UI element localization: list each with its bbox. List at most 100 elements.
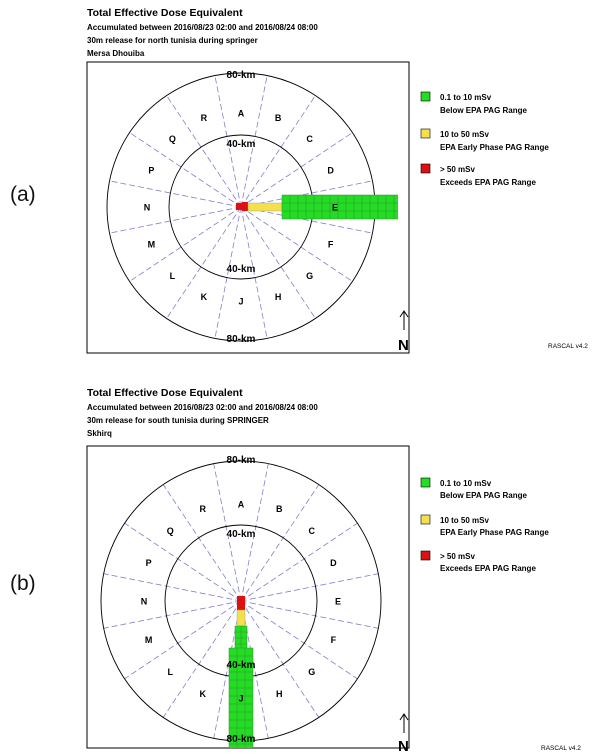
sector-label-c: C [308, 526, 315, 536]
sector-label-b: B [275, 113, 282, 123]
ring-label-inner-top: 40-km [227, 529, 256, 540]
north-arrow-icon [399, 713, 409, 733]
sector-boundary-line [240, 600, 269, 739]
sector-boundary-line [109, 206, 242, 234]
title: Total Effective Dose Equivalent [87, 7, 243, 19]
map-frame [86, 61, 410, 354]
sector-boundary-line [240, 206, 353, 282]
sector-label-k: K [201, 292, 208, 302]
legend-desc: EPA Early Phase PAG Range [440, 143, 549, 152]
plume-low [282, 195, 398, 219]
sector-boundary-line [162, 484, 242, 602]
sector-boundary-line [162, 600, 242, 718]
legend-range: 10 to 50 mSv [440, 516, 489, 525]
sector-boundary-line [240, 206, 268, 339]
sector-boundary-line [240, 600, 358, 680]
software-label: RASCAL v4.2 [548, 343, 588, 350]
sector-boundary-line [240, 206, 373, 234]
legend-swatch [420, 477, 431, 488]
panel-label-a: (a) [10, 183, 36, 206]
plume-high [237, 596, 245, 602]
sector-label-f: F [331, 635, 337, 645]
sector-lines [103, 463, 379, 739]
sector-boundary-line [124, 600, 242, 680]
sector-boundary-line [240, 463, 269, 602]
subtitle: Accumulated between 2016/08/23 02:00 and… [87, 403, 318, 412]
legend-desc: Below EPA PAG Range [440, 491, 528, 500]
sector-label-h: H [276, 689, 283, 699]
ring-label-outer-bottom: 80-km [227, 734, 256, 745]
ring-label-outer-top: 80-km [227, 455, 256, 466]
sector-boundary-line [129, 132, 242, 208]
legend-desc: EPA Early Phase PAG Range [440, 528, 549, 537]
legend-swatch [420, 514, 431, 525]
subtitle: Accumulated between 2016/08/23 02:00 and… [87, 23, 318, 32]
subtitle: 30m release for north tunisia during spr… [87, 36, 258, 45]
ring-label-outer-top: 80-km [227, 70, 256, 81]
sector-boundary-line [109, 180, 242, 208]
north-label: N [398, 738, 409, 754]
sector-label-m: M [145, 635, 153, 645]
sector-labels: A B C D E F G H J K L M N P Q R [144, 109, 338, 307]
sector-boundary-line [240, 180, 373, 208]
sector-label-l: L [170, 271, 176, 281]
header-b: Total Effective Dose Equivalent Accumula… [87, 387, 318, 441]
sector-label-l: L [168, 667, 174, 677]
legend: 0.1 to 10 mSv Below EPA PAG Range 10 to … [420, 477, 549, 573]
ring-label-inner-bottom: 40-km [227, 660, 256, 671]
sector-label-j: J [238, 297, 243, 307]
panel-label-b: (b) [10, 572, 36, 595]
software-label: RASCAL v4.2 [541, 745, 581, 752]
sector-label-d: D [327, 165, 334, 175]
sector-boundary-line [103, 600, 242, 629]
sector-boundary-line [103, 573, 242, 602]
sector-boundary-line [240, 132, 353, 208]
sector-labels: A B C D E F G H J K L M N P Q R [141, 500, 341, 704]
sector-label-j: J [238, 694, 243, 704]
ring-label-inner-top: 40-km [227, 139, 256, 150]
sector-label-h: H [275, 292, 282, 302]
plume-high [242, 202, 248, 211]
subtitle: 30m release for south tunisia during SPR… [87, 416, 269, 425]
sector-boundary-line [166, 206, 242, 319]
legend-range: 10 to 50 mSv [440, 130, 489, 139]
legend-range: 0.1 to 10 mSv [440, 479, 492, 488]
sector-label-p: P [146, 558, 152, 568]
site-name: Mersa Dhouiba [87, 49, 145, 58]
north-label: N [398, 337, 409, 354]
north-arrow-icon [399, 310, 409, 330]
sector-label-k: K [199, 689, 206, 699]
legend-swatch [420, 128, 431, 139]
sector-label-e: E [332, 203, 338, 213]
legend-range: > 50 mSv [440, 552, 475, 561]
sector-label-r: R [201, 113, 208, 123]
sector-boundary-line [240, 573, 379, 602]
sector-boundary-line [240, 600, 320, 718]
sector-boundary-line [129, 206, 242, 282]
sector-boundary-line [240, 522, 358, 602]
legend-desc: Exceeds EPA PAG Range [440, 178, 536, 187]
sector-label-n: N [144, 203, 151, 213]
sector-label-b: B [276, 504, 283, 514]
title: Total Effective Dose Equivalent [87, 387, 243, 399]
ring-label-outer-bottom: 80-km [227, 334, 256, 345]
sector-label-f: F [328, 240, 334, 250]
plume [228, 596, 254, 748]
sector-label-q: Q [169, 134, 176, 144]
legend-range: > 50 mSv [440, 165, 475, 174]
plume-mid [247, 202, 283, 212]
site-name: Skhirq [87, 429, 112, 438]
panel-a: 80-km 40-km 40-km 80-km A B C D E F G H J K L M N P Q R… [86, 61, 588, 354]
sector-label-g: G [308, 667, 315, 677]
sector-boundary-line [166, 95, 242, 208]
sector-boundary-line [124, 522, 242, 602]
sector-boundary-line [240, 95, 316, 208]
legend-range: 0.1 to 10 mSv [440, 93, 492, 102]
sector-boundary-line [240, 75, 268, 208]
plume [236, 194, 398, 220]
plume-low [229, 648, 253, 748]
sector-label-d: D [330, 558, 337, 568]
legend-swatch [420, 91, 431, 102]
sector-label-p: P [148, 165, 154, 175]
sector-boundary-line [240, 484, 320, 602]
